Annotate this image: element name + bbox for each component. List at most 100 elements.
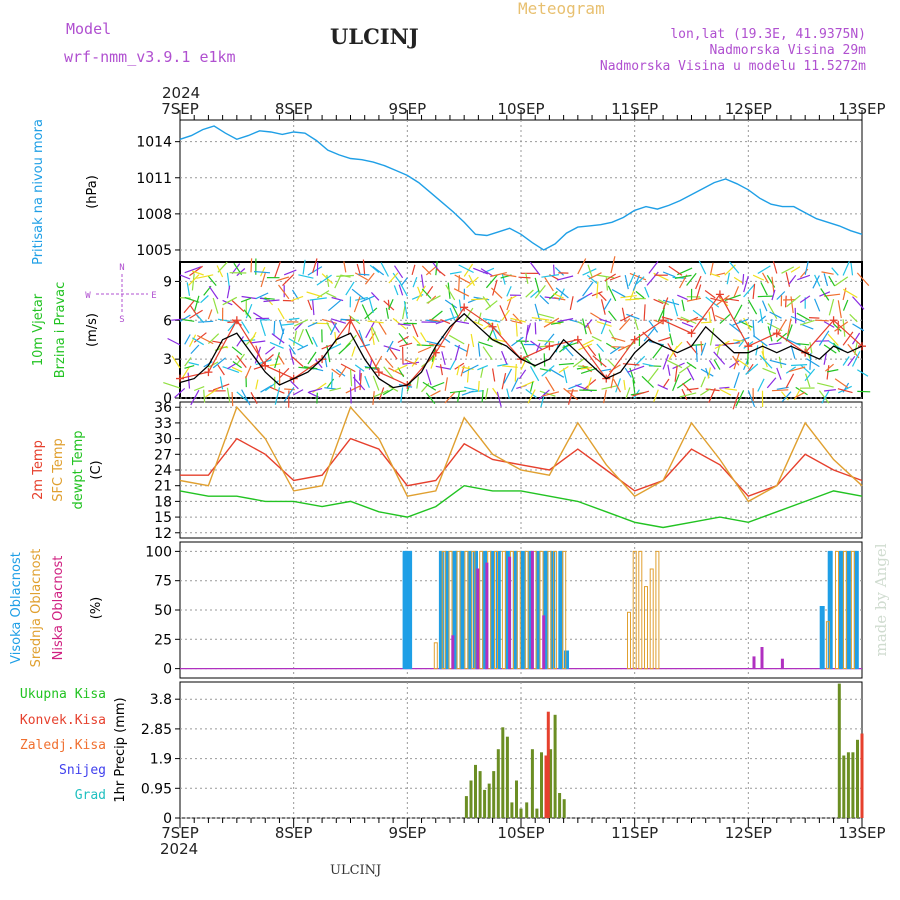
wind-arrow <box>699 388 711 396</box>
wind-arrow <box>790 296 794 314</box>
cloud-mid-bar <box>494 550 498 670</box>
wind-arrow <box>681 321 694 328</box>
wind-gust-marker <box>488 322 497 331</box>
x-tick-label-top: 9SEP <box>389 100 427 118</box>
wind-arrow <box>179 274 191 280</box>
wind-arrow <box>781 266 795 274</box>
wind-arrow <box>274 352 280 369</box>
wind-arrow <box>506 295 517 302</box>
y-tick-label-temperature: 33 <box>154 416 172 432</box>
wind-arrow <box>163 382 181 389</box>
wind-arrow <box>742 274 745 285</box>
wind-arrow <box>371 326 380 343</box>
precip-total-bar <box>478 771 482 818</box>
pressure-line <box>179 125 863 251</box>
wind-arrow <box>386 340 394 353</box>
wind-arrow <box>311 336 318 348</box>
wind-arrow <box>345 281 355 296</box>
wind-arrow <box>541 365 555 377</box>
wind-arrow <box>518 276 531 279</box>
wind-arrow <box>794 391 806 399</box>
wind-arrow <box>800 323 814 330</box>
wind-arrow <box>820 288 830 301</box>
precip-total-bar <box>464 796 468 818</box>
wind-arrow <box>641 375 655 388</box>
cloud-mid-bar <box>479 550 484 670</box>
x-tick-label-bottom: 10SEP <box>497 824 544 842</box>
wind-arrow <box>776 291 786 300</box>
wind-arrow <box>784 337 801 346</box>
wind-arrow <box>184 334 191 345</box>
wind-arrow <box>686 361 697 370</box>
wind-arrow <box>558 362 574 366</box>
wind-arrow <box>818 330 830 346</box>
wind-arrow <box>578 343 593 351</box>
y-tick-label-wind: 9 <box>163 274 172 290</box>
cloud-high-bar <box>402 550 408 670</box>
wind-arrow <box>669 333 674 346</box>
wind-arrow <box>781 391 792 402</box>
wind-arrow <box>511 320 523 324</box>
wind-gust-marker <box>176 374 184 383</box>
y-tick-label-precip: 2.85 <box>141 722 172 738</box>
lonlat-text: lon,lat (19.3E, 41.9375N) <box>670 27 866 42</box>
wind-arrow <box>804 368 816 382</box>
wind-arrow <box>599 368 612 372</box>
wind-arrow <box>482 346 493 361</box>
wind-arrow <box>510 317 526 323</box>
wind-arrow <box>388 272 399 284</box>
wind-arrow <box>492 368 496 382</box>
wind-arrow <box>506 388 510 399</box>
wind-arrow <box>558 365 569 374</box>
wind-arrow <box>642 363 654 367</box>
wind-arrow <box>605 342 616 350</box>
wind-arrow <box>400 387 404 403</box>
cloud-high-bar <box>495 550 501 670</box>
precip-total-bar <box>483 789 487 818</box>
precip-total-bar <box>842 755 846 818</box>
wind-arrow <box>435 365 451 370</box>
wind-arrow <box>298 274 314 279</box>
wind-arrow <box>599 318 612 324</box>
wind-arrow <box>710 273 721 278</box>
precip-total-bar <box>851 752 855 818</box>
wind-arrow <box>207 275 217 286</box>
wind-arrow <box>537 339 555 343</box>
wind-arrow <box>704 290 716 299</box>
wind-arrow <box>278 284 290 300</box>
wind-arrow <box>610 346 625 348</box>
wind-arrow <box>331 368 341 376</box>
wind-arrow <box>274 261 281 278</box>
wind-arrow <box>436 268 446 277</box>
wind-arrow <box>183 300 195 314</box>
wind-arrow <box>226 387 231 403</box>
wind-arrow <box>388 367 405 377</box>
wind-arrow <box>705 296 720 308</box>
wind-arrow <box>726 272 730 285</box>
wind-arrow <box>466 276 479 289</box>
wind-arrow <box>316 274 332 286</box>
y-tick-label-precip: 3.8 <box>150 692 172 708</box>
cloud-mid-bar <box>842 550 847 670</box>
wind-arrow <box>462 364 479 374</box>
cloud-mid-bar <box>649 568 654 670</box>
wind-gust-marker <box>204 368 213 377</box>
wind-arrow <box>601 385 617 390</box>
wind-arrow <box>760 282 768 296</box>
cloud-mid-bar <box>441 550 446 670</box>
wind-arrow <box>526 323 532 336</box>
wind-arrow <box>761 300 768 312</box>
wind-arrow <box>425 266 437 276</box>
wind-arrow <box>598 353 603 366</box>
wind-arrow <box>682 382 692 393</box>
wind-arrow <box>265 346 276 355</box>
y-tick-label-precip: 1.9 <box>150 752 172 768</box>
wind-gust-marker <box>744 342 753 351</box>
wind-gust-marker <box>715 290 724 299</box>
wind-arrow <box>399 281 408 297</box>
precip-total-bar <box>496 749 500 818</box>
wind-arrow <box>592 355 607 368</box>
wind-arrow <box>785 373 795 389</box>
cloud-mid-bar <box>627 611 631 670</box>
wind-arrow <box>708 311 711 323</box>
